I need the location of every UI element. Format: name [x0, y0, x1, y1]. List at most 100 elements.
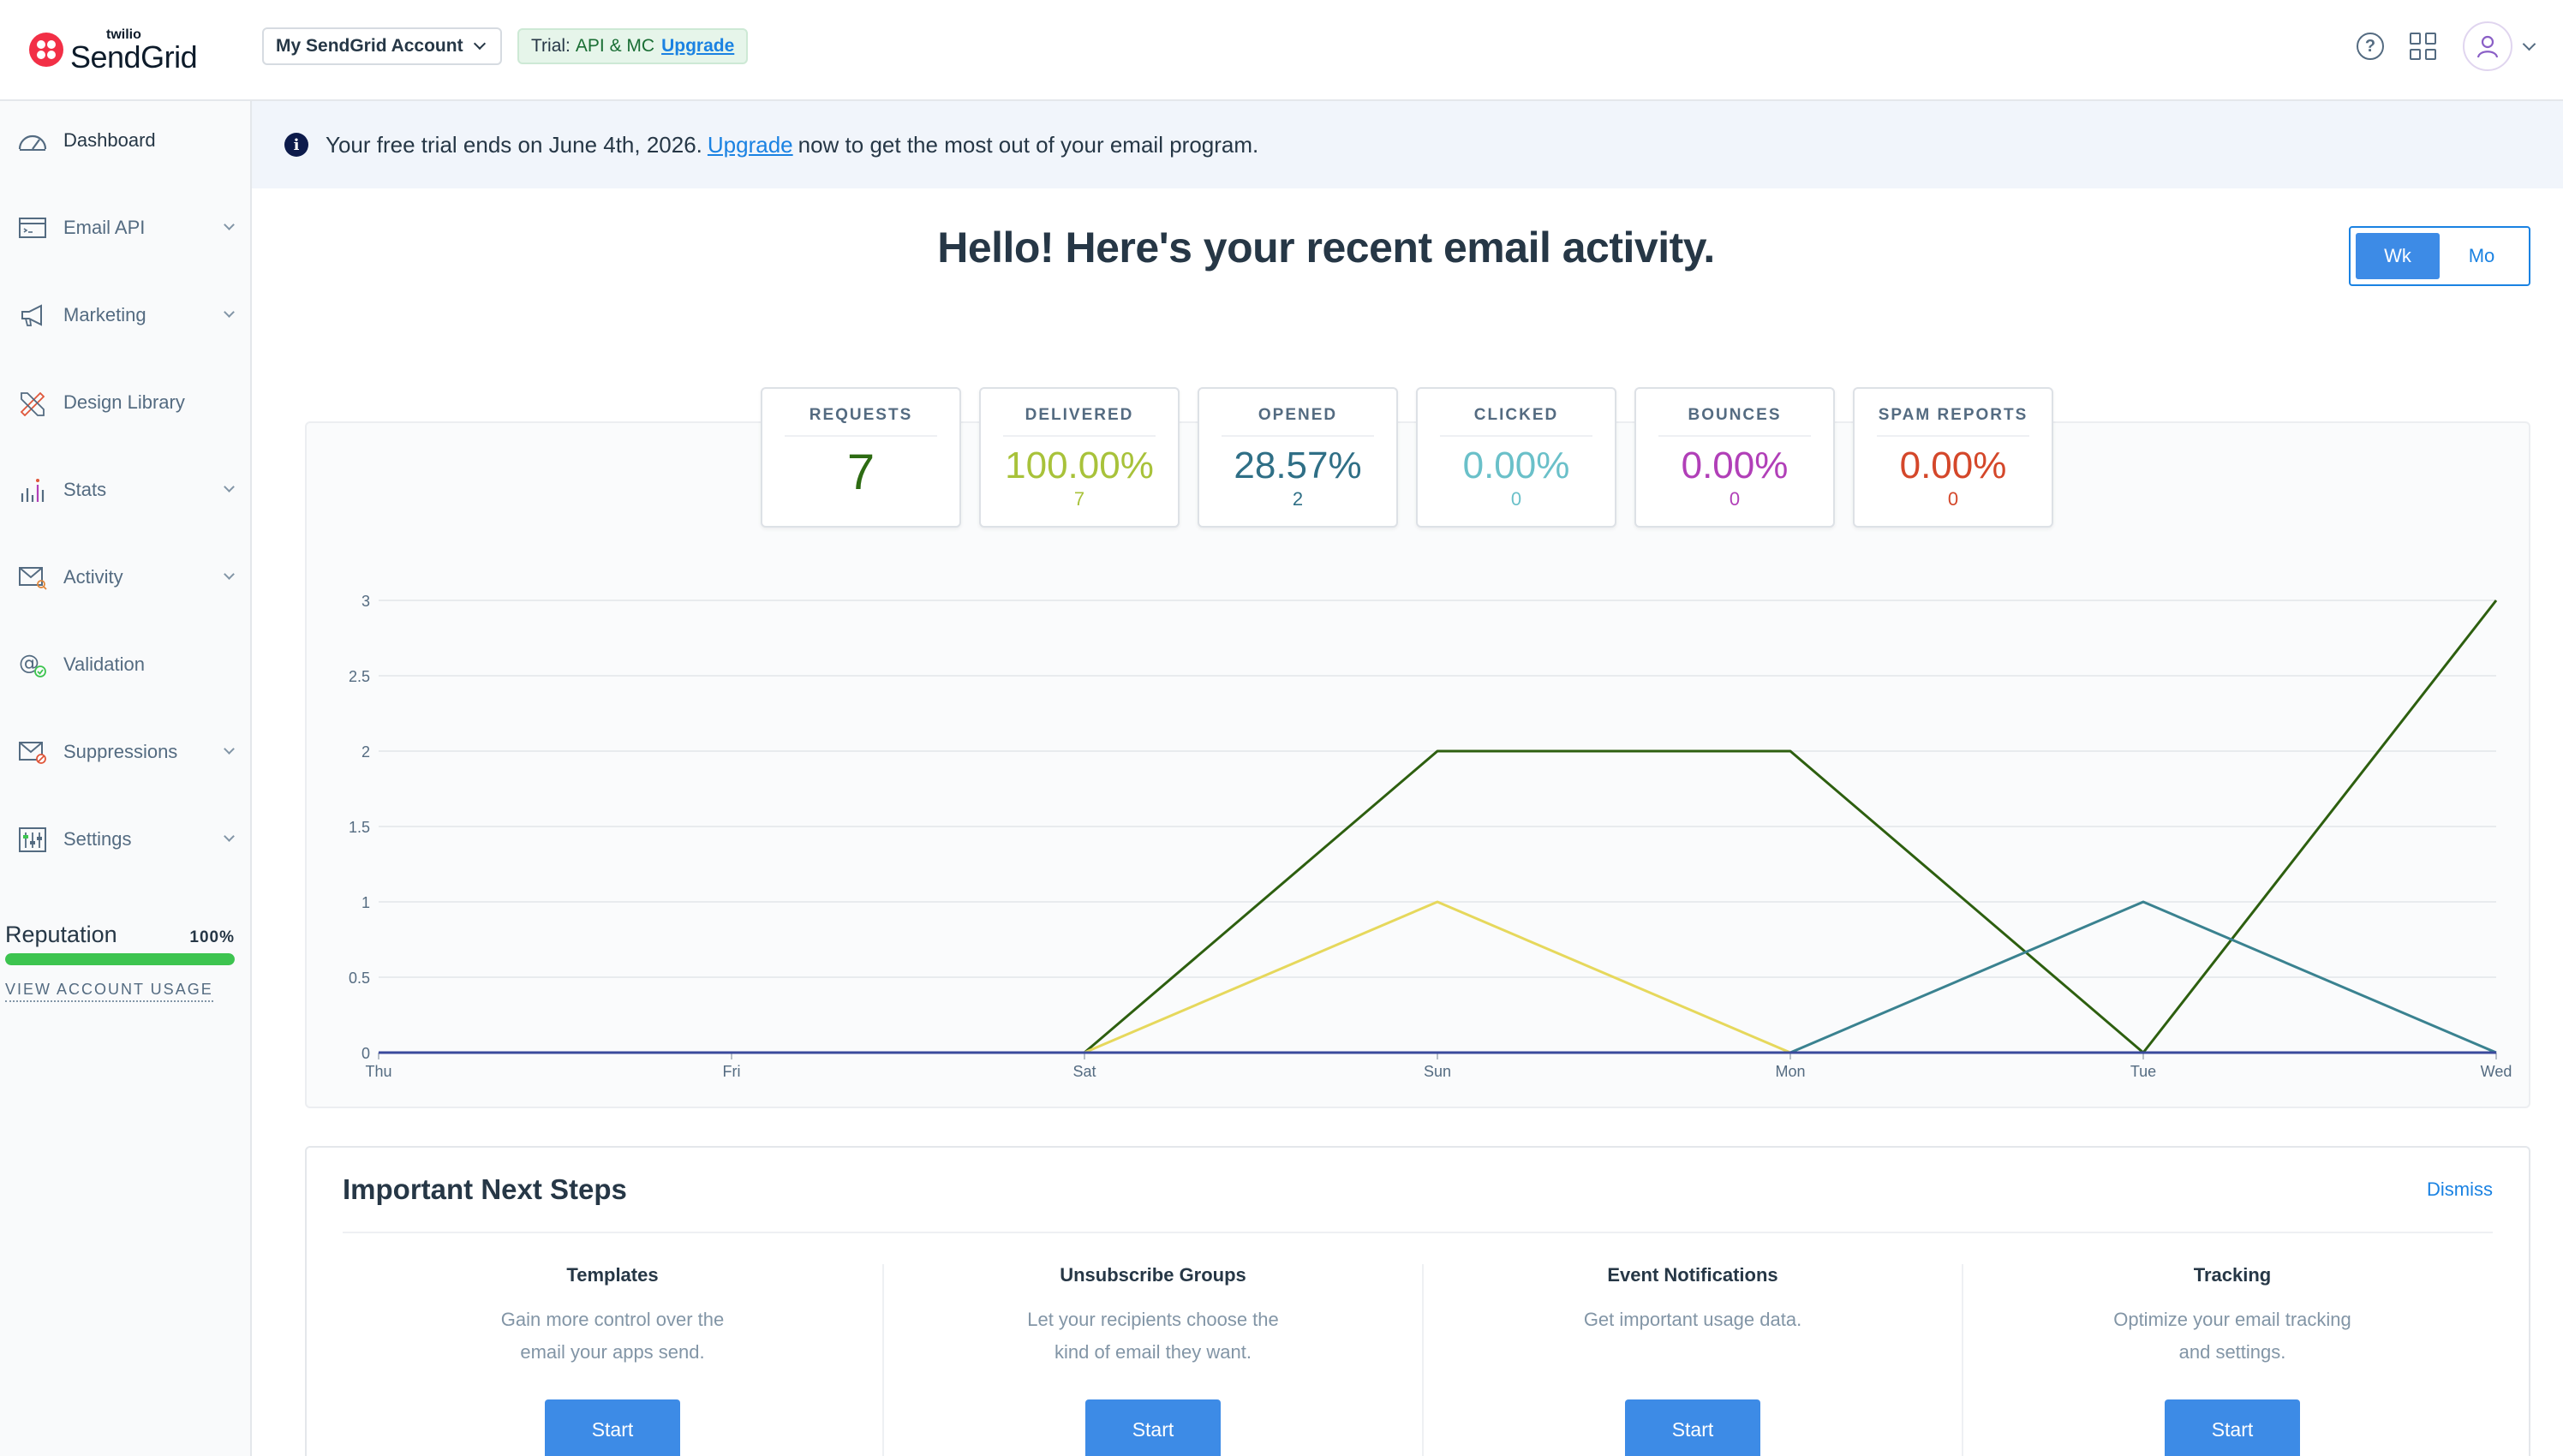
- dashboard-icon: [17, 127, 48, 154]
- user-avatar[interactable]: [2463, 21, 2512, 71]
- stat-value: 0.00%: [1462, 445, 1570, 486]
- next-step-unsubscribe-groups: Unsubscribe Groups Let your recipients ch…: [882, 1264, 1422, 1456]
- stat-cards: REQUESTS 7 DELIVERED 100.00% 7 OPENED 28.57% 2 C…: [761, 387, 2071, 528]
- view-account-usage-link[interactable]: VIEW ACCOUNT USAGE: [5, 981, 213, 1002]
- reputation-value: 100%: [189, 928, 235, 946]
- stat-count: 2: [1292, 488, 1304, 510]
- megaphone-icon: [17, 301, 48, 329]
- next-step-description: Get important usage data.: [1583, 1309, 1802, 1330]
- suppressions-icon: [17, 738, 48, 766]
- week-toggle-button[interactable]: Wk: [2356, 233, 2440, 279]
- x-tick-label: Wed: [2481, 1063, 2512, 1080]
- sidebar-item-label: Stats: [63, 479, 107, 500]
- sendgrid-logo[interactable]: twilio SendGrid: [29, 26, 199, 75]
- account-switcher[interactable]: My SendGrid Account: [262, 27, 502, 65]
- design-library-icon: [17, 389, 48, 417]
- page-title: Hello! Here's your recent email activity…: [937, 224, 1715, 272]
- chevron-down-icon: [224, 307, 235, 318]
- stat-card-spam-reports: SPAM REPORTS 0.00% 0: [1853, 387, 2053, 528]
- start-button[interactable]: Start: [1085, 1399, 1221, 1456]
- sidebar-item-label: Suppressions: [63, 741, 178, 762]
- sidebar-item-label: Validation: [63, 653, 145, 675]
- sidebar-item-label: Settings: [63, 828, 132, 850]
- sidebar-item-label: Design Library: [63, 391, 185, 413]
- x-tick-label: Fri: [723, 1063, 741, 1080]
- y-tick-label: 2: [361, 743, 370, 761]
- next-step-templates: Templates Gain more control over the emai…: [343, 1264, 882, 1456]
- trial-upgrade-link[interactable]: Upgrade: [661, 36, 735, 56]
- sidebar-item-activity[interactable]: Activity: [0, 552, 250, 603]
- start-button[interactable]: Start: [2165, 1399, 2300, 1456]
- y-tick-label: 0.5: [349, 970, 370, 987]
- stat-title: BOUNCES: [1658, 406, 1811, 437]
- user-menu-chevron-icon[interactable]: [2522, 37, 2536, 51]
- trial-prefix: Trial:: [531, 36, 571, 56]
- y-tick-label: 3: [361, 593, 370, 610]
- sidebar-item-settings[interactable]: Settings: [0, 814, 250, 865]
- settings-icon: [17, 826, 48, 853]
- x-tick-label: Mon: [1775, 1063, 1805, 1080]
- start-button[interactable]: Start: [545, 1399, 680, 1456]
- range-toggle: Wk Mo: [2349, 226, 2530, 286]
- chevron-down-icon: [473, 37, 486, 51]
- top-bar: twilio SendGrid My SendGrid Account Tria…: [0, 0, 2563, 101]
- chevron-down-icon: [224, 831, 235, 842]
- next-step-tracking: Tracking Optimize your email tracking and…: [1962, 1264, 2501, 1456]
- next-steps-title: Important Next Steps: [343, 1173, 627, 1205]
- sidebar-item-label: Email API: [63, 217, 146, 238]
- stat-value: 100.00%: [1005, 445, 1154, 486]
- sidebar: Dashboard Email API Marketing Design Librar…: [0, 101, 252, 1456]
- next-steps-panel: Important Next Steps Dismiss Templates Ga…: [305, 1146, 2530, 1456]
- top-icons: ?: [2357, 21, 2536, 71]
- svg-text:@: @: [19, 651, 39, 675]
- x-tick-label: Sun: [1424, 1063, 1451, 1080]
- sidebar-item-dashboard[interactable]: Dashboard: [0, 115, 250, 166]
- next-step-title: Unsubscribe Groups: [1060, 1264, 1246, 1286]
- info-icon: i: [284, 133, 308, 157]
- banner-text-before: Your free trial ends on June 4th, 2026.: [326, 131, 702, 158]
- stat-count: 0: [1947, 488, 1959, 510]
- next-step-description: Gain more control over the email your ap…: [500, 1309, 725, 1363]
- stat-value: 28.57%: [1234, 445, 1362, 486]
- reputation-bar-fill: [5, 953, 235, 965]
- sidebar-item-validation[interactable]: @ Validation: [0, 639, 250, 690]
- reputation-bar: [5, 953, 235, 965]
- stat-title: SPAM REPORTS: [1877, 406, 2029, 437]
- y-tick-label: 1.5: [349, 819, 370, 836]
- y-tick-label: 2.5: [349, 668, 370, 685]
- reputation-widget: Reputation 100% VIEW ACCOUNT USAGE: [5, 922, 235, 1002]
- stat-title: DELIVERED: [1003, 406, 1156, 437]
- sidebar-item-marketing[interactable]: Marketing: [0, 289, 250, 341]
- banner-upgrade-link[interactable]: Upgrade: [707, 131, 793, 158]
- sidebar-item-design-library[interactable]: Design Library: [0, 377, 250, 428]
- activity-line-chart: 0 0.5 1 1.5 2 2.5 3 Thu Fri Sat Sun Mon Tue Wed: [349, 593, 2512, 1080]
- month-toggle-button[interactable]: Mo: [2468, 245, 2495, 266]
- sidebar-item-label: Dashboard: [63, 129, 156, 151]
- stat-card-bounces: BOUNCES 0.00% 0: [1634, 387, 1835, 528]
- logo-small-text: twilio: [106, 27, 141, 42]
- trial-badge: Trial: API & MC Upgrade: [517, 28, 749, 64]
- main-content: i Your free trial ends on June 4th, 2026…: [252, 101, 2563, 1456]
- stat-count: 0: [1510, 488, 1522, 510]
- sidebar-item-suppressions[interactable]: Suppressions: [0, 726, 250, 778]
- help-icon[interactable]: ?: [2357, 33, 2384, 60]
- activity-icon: [17, 564, 48, 591]
- stat-count: 7: [1073, 488, 1085, 510]
- stat-value: 0.00%: [1899, 445, 2007, 486]
- y-tick-label: 1: [361, 894, 370, 911]
- stat-value: 0.00%: [1681, 445, 1789, 486]
- start-button[interactable]: Start: [1625, 1399, 1760, 1456]
- sidebar-item-stats[interactable]: Stats: [0, 464, 250, 516]
- stats-icon: [17, 476, 48, 504]
- next-step-description: Let your recipients choose the kind of e…: [1027, 1309, 1279, 1363]
- app-grid-icon[interactable]: [2410, 33, 2437, 60]
- next-step-title: Templates: [566, 1264, 659, 1286]
- chevron-down-icon: [224, 743, 235, 755]
- stat-card-requests: REQUESTS 7: [761, 387, 961, 528]
- reputation-label: Reputation: [5, 922, 117, 947]
- sidebar-item-email-api[interactable]: Email API: [0, 202, 250, 254]
- stat-count: 0: [1729, 488, 1741, 510]
- dismiss-link[interactable]: Dismiss: [2427, 1179, 2493, 1200]
- next-step-description: Optimize your email tracking and setting…: [2113, 1309, 2351, 1363]
- validation-icon: @: [17, 651, 48, 678]
